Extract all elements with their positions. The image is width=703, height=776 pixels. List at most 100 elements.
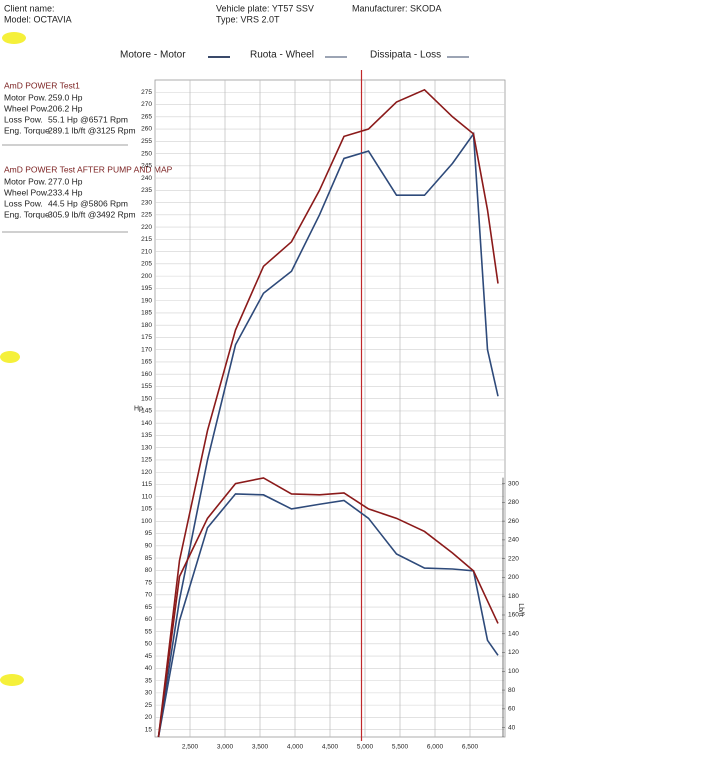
run-title: AmD POWER Test1 xyxy=(4,80,80,90)
stat-label: Motor Pow. xyxy=(4,92,47,102)
y-tick-label: 105 xyxy=(141,506,152,513)
y2-tick-label: 300 xyxy=(508,480,519,487)
y2-axis-label: Lb/ft xyxy=(517,603,524,617)
x-tick-label: 3,000 xyxy=(217,744,234,751)
y-tick-label: 165 xyxy=(141,359,152,366)
y-tick-label: 125 xyxy=(141,457,152,464)
y-tick-label: 20 xyxy=(145,714,153,721)
y-tick-label: 120 xyxy=(141,469,152,476)
y-tick-label: 260 xyxy=(141,126,152,133)
series-line xyxy=(157,88,499,738)
y-tick-label: 220 xyxy=(141,224,152,231)
y-tick-label: 140 xyxy=(141,420,152,427)
manufacturer: Manufacturer: SKODA xyxy=(352,3,442,13)
y-tick-label: 170 xyxy=(141,346,152,353)
stat-label: Eng. Torque xyxy=(4,125,50,135)
stat-value: 259.0 Hp xyxy=(48,92,83,102)
stat-value: 55.1 Hp @6571 Rpm xyxy=(48,114,128,124)
stat-label: Wheel Pow. xyxy=(4,103,49,113)
stat-value: 277.0 Hp xyxy=(48,176,83,186)
x-tick-label: 6,500 xyxy=(462,744,479,751)
y-tick-label: 35 xyxy=(145,677,153,684)
y-tick-label: 255 xyxy=(141,138,152,145)
y-tick-label: 270 xyxy=(141,101,152,108)
y2-tick-label: 80 xyxy=(508,687,516,694)
y-tick-label: 275 xyxy=(141,89,152,96)
model: Model: OCTAVIA xyxy=(4,14,72,24)
y2-tick-label: 40 xyxy=(508,724,516,731)
y-tick-label: 210 xyxy=(141,248,152,255)
y2-tick-label: 220 xyxy=(508,555,519,562)
y-tick-label: 145 xyxy=(141,408,152,415)
y-tick-label: 150 xyxy=(141,395,152,402)
y-tick-label: 190 xyxy=(141,297,152,304)
y-tick-label: 75 xyxy=(145,579,153,586)
y2-tick-label: 280 xyxy=(508,499,519,506)
y-tick-label: 45 xyxy=(145,653,153,660)
x-tick-label: 6,000 xyxy=(427,744,444,751)
y2-tick-label: 120 xyxy=(508,649,519,656)
series-line xyxy=(157,131,499,738)
y-tick-label: 250 xyxy=(141,150,152,157)
legend-label: Ruota - Wheel xyxy=(250,50,314,61)
y-tick-label: 40 xyxy=(145,665,153,672)
y-tick-label: 60 xyxy=(145,616,153,623)
stat-value: 233.4 Hp xyxy=(48,187,83,197)
x-tick-label: 5,000 xyxy=(357,744,374,751)
y-tick-label: 230 xyxy=(141,199,152,206)
stat-label: Loss Pow. xyxy=(4,114,43,124)
y-tick-label: 135 xyxy=(141,432,152,439)
y-tick-label: 175 xyxy=(141,334,152,341)
y-tick-label: 205 xyxy=(141,261,152,268)
y-tick-label: 155 xyxy=(141,383,152,390)
y2-tick-label: 60 xyxy=(508,706,516,713)
series-line xyxy=(157,477,499,738)
y2-tick-label: 180 xyxy=(508,593,519,600)
y-tick-label: 65 xyxy=(145,604,153,611)
y-tick-label: 180 xyxy=(141,322,152,329)
y-tick-label: 85 xyxy=(145,555,153,562)
y-tick-label: 100 xyxy=(141,518,152,525)
y-tick-label: 30 xyxy=(145,690,153,697)
y2-tick-label: 260 xyxy=(508,518,519,525)
highlight xyxy=(0,674,24,686)
stat-value: 305.9 lb/ft @3492 Rpm xyxy=(48,209,136,219)
y-tick-label: 240 xyxy=(141,175,152,182)
y-tick-label: 50 xyxy=(145,641,153,648)
y2-tick-label: 200 xyxy=(508,574,519,581)
y-tick-label: 55 xyxy=(145,628,153,635)
y-tick-label: 110 xyxy=(142,493,153,500)
x-tick-label: 4,000 xyxy=(287,744,304,751)
y-tick-label: 200 xyxy=(141,273,152,280)
stat-label: Motor Pow. xyxy=(4,176,47,186)
run-title: AmD POWER Test AFTER PUMP AND MAP xyxy=(4,164,173,174)
series-line xyxy=(157,493,499,738)
x-tick-label: 2,500 xyxy=(182,744,199,751)
y-tick-label: 245 xyxy=(141,163,152,170)
y2-tick-label: 160 xyxy=(508,612,519,619)
y-tick-label: 215 xyxy=(141,236,152,243)
y-tick-label: 70 xyxy=(145,592,153,599)
vehicle-type: Type: VRS 2.0T xyxy=(216,14,280,24)
stat-value: 289.1 lb/ft @3125 Rpm xyxy=(48,125,136,135)
y2-tick-label: 140 xyxy=(508,630,519,637)
stat-label: Loss Pow. xyxy=(4,198,43,208)
x-tick-label: 4,500 xyxy=(322,744,339,751)
y-tick-label: 25 xyxy=(145,702,153,709)
x-tick-label: 3,500 xyxy=(252,744,269,751)
y-tick-label: 195 xyxy=(141,285,152,292)
y-axis-label: Hp xyxy=(134,405,143,412)
y-tick-label: 115 xyxy=(142,481,153,488)
stat-value: 44.5 Hp @5806 Rpm xyxy=(48,198,128,208)
y2-tick-label: 100 xyxy=(508,668,519,675)
legend-label: Motore - Motor xyxy=(120,50,186,61)
stat-label: Eng. Torque xyxy=(4,209,50,219)
y2-tick-label: 240 xyxy=(508,537,519,544)
y-tick-label: 265 xyxy=(141,113,152,120)
y-tick-label: 235 xyxy=(141,187,152,194)
client: Client name: xyxy=(4,3,55,13)
x-tick-label: 5,500 xyxy=(392,744,409,751)
y-tick-label: 225 xyxy=(141,212,152,219)
